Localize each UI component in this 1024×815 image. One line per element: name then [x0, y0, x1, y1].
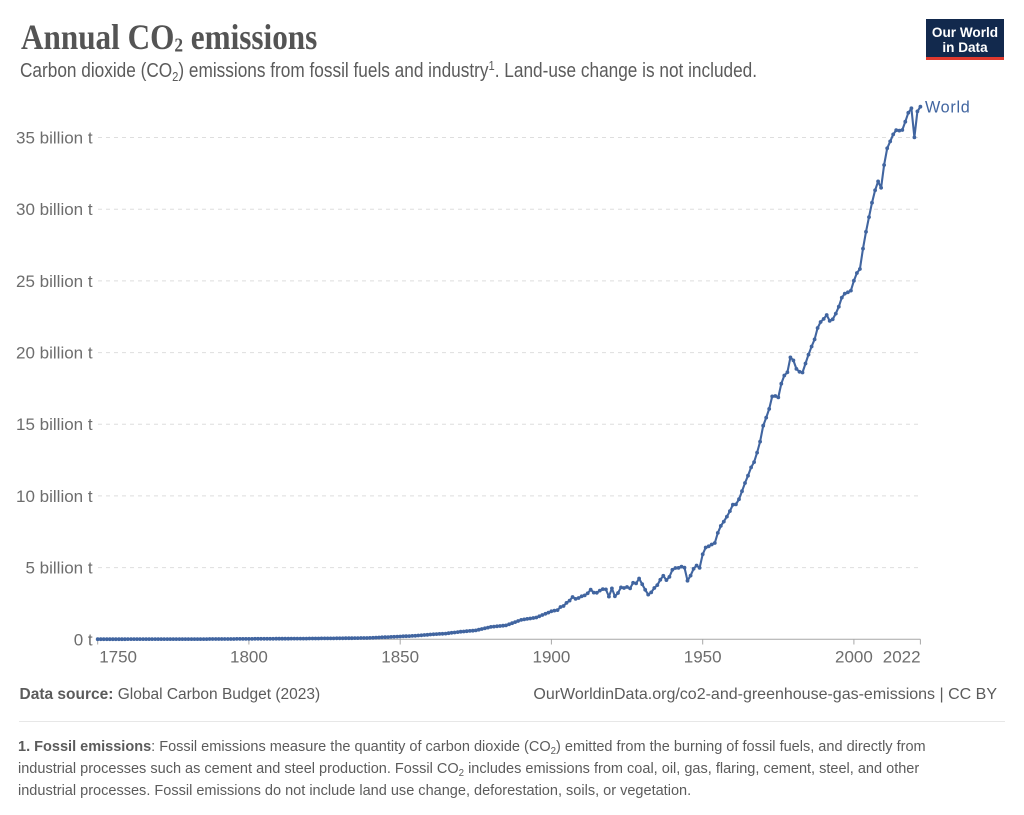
svg-text:1750: 1750: [99, 647, 137, 666]
svg-text:1900: 1900: [533, 647, 571, 666]
svg-text:25 billion t: 25 billion t: [16, 272, 93, 291]
svg-text:World: World: [925, 99, 970, 117]
svg-text:10 billion t: 10 billion t: [16, 487, 93, 506]
svg-text:1950: 1950: [684, 647, 722, 666]
svg-text:20 billion t: 20 billion t: [16, 344, 93, 363]
svg-text:5 billion t: 5 billion t: [25, 559, 92, 578]
svg-text:30 billion t: 30 billion t: [16, 200, 93, 219]
svg-text:2022: 2022: [883, 647, 921, 666]
svg-text:35 billion t: 35 billion t: [16, 129, 93, 148]
svg-text:1850: 1850: [381, 647, 419, 666]
svg-text:0 t: 0 t: [74, 630, 93, 649]
svg-text:15 billion t: 15 billion t: [16, 415, 93, 434]
svg-text:2000: 2000: [835, 647, 873, 666]
svg-text:1800: 1800: [230, 647, 268, 666]
